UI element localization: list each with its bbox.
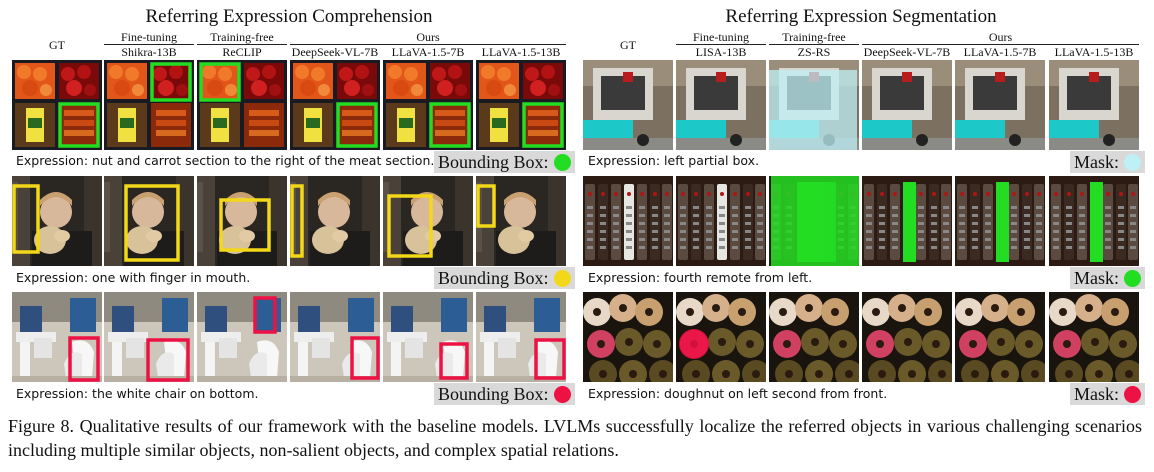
color-dot-icon [553,385,571,403]
rec-group-line [197,44,287,45]
res-r2-badge: Mask: [1070,267,1145,289]
rec-method-shikra: Shikra-13B [121,45,177,59]
color-dot-icon [553,269,571,287]
rec-r3-shikra-image [104,292,194,382]
res-r1-gt-image [583,60,673,150]
res-r2-gt-image [583,176,673,266]
rec-r1-gt-image [12,60,102,150]
badge-label: Mask: [1074,152,1119,172]
res-group-line [769,44,859,45]
rec-r1-expression: Expression: nut and carrot section to th… [16,153,435,168]
res-r3-llava7b-image [955,292,1045,382]
res-r3-llava13b-image [1049,292,1139,382]
rec-r2-llava13b-image [476,176,566,266]
res-group-training-free: Training-free [782,30,846,44]
color-dot-icon [1124,269,1141,287]
rec-r1-llava7b-image [383,60,473,150]
badge-label: Bounding Box: [438,268,549,288]
rec-gt-label: GT [49,38,65,52]
rec-r2-deepseek-image [290,176,380,266]
color-dot-icon [1124,385,1141,403]
badge-label: Bounding Box: [438,384,549,404]
res-group-line [676,44,766,45]
rec-r3-gt-image [12,292,102,382]
res-gt-label: GT [620,38,636,52]
res-r1-badge: Mask: [1070,151,1145,173]
res-r1-llava13b-image [1049,60,1139,150]
res-method-llava13b: LLaVA-1.5-13B [1054,45,1134,59]
rec-method-deepseek: DeepSeek-VL-7B [291,45,379,59]
res-r2-llava13b-image [1049,176,1139,266]
res-group-ours: Ours [988,30,1013,44]
rec-r2-reclip-image [197,176,287,266]
rec-r3-expression: Expression: the white chair on bottom. [16,386,259,401]
rec-r3-deepseek-image [290,292,380,382]
res-r3-lisa-image [676,292,766,382]
res-method-deepseek: DeepSeek-VL-7B [863,45,951,59]
rec-r1-shikra-image [104,60,194,150]
rec-group-line [104,44,194,45]
res-r3-expression: Expression: doughnut on left second from… [588,386,888,401]
rec-r3-llava13b-image [476,292,566,382]
rec-group-line [290,44,566,45]
rec-title: Referring Expression Comprehension [145,6,433,27]
badge-label: Mask: [1074,384,1119,404]
rec-method-llava7b: LLaVA-1.5-7B [391,45,465,59]
res-method-llava7b: LLaVA-1.5-7B [963,45,1037,59]
res-method-lisa: LISA-13B [695,45,747,59]
res-r2-llava7b-image [955,176,1045,266]
res-method-zsrs: ZS-RS [797,45,831,59]
rec-group-training-free: Training-free [210,30,274,44]
rec-group-ours: Ours [416,30,440,44]
res-r3-badge: Mask: [1070,383,1145,405]
rec-r2-gt-image [12,176,102,266]
rec-r2-badge: Bounding Box: [434,267,575,289]
rec-r1-deepseek-image [290,60,380,150]
rec-r2-shikra-image [104,176,194,266]
res-r1-zsrs-image [769,60,859,150]
badge-label: Bounding Box: [438,152,549,172]
res-title: Referring Expression Segmentation [725,6,997,27]
res-r2-zsrs-image [769,176,859,266]
res-r1-deepseek-image [862,60,952,150]
res-r2-deepseek-image [862,176,952,266]
res-r3-zsrs-image [769,292,859,382]
rec-r1-badge: Bounding Box: [434,151,575,173]
rec-r3-llava7b-image [383,292,473,382]
res-r2-lisa-image [676,176,766,266]
rec-method-llava13b: LLaVA-1.5-13B [481,45,561,59]
res-r1-expression: Expression: left partial box. [588,153,760,168]
figure-caption: Figure 8. Qualitative results of our fra… [8,416,1142,460]
rec-method-reclip: ReCLIP [222,45,262,59]
res-r3-deepseek-image [862,292,952,382]
rec-r2-llava7b-image [383,176,473,266]
res-group-line [862,44,1139,45]
res-r1-lisa-image [676,60,766,150]
rec-r3-badge: Bounding Box: [434,383,575,405]
res-r3-gt-image [583,292,673,382]
rec-r1-llava13b-image [476,60,566,150]
res-r1-llava7b-image [955,60,1045,150]
rec-r1-reclip-image [197,60,287,150]
rec-r2-expression: Expression: one with finger in mouth. [16,270,251,285]
res-r2-expression: Expression: fourth remote from left. [588,270,813,285]
rec-r3-reclip-image [197,292,287,382]
badge-label: Mask: [1074,268,1119,288]
color-dot-icon [1124,153,1141,171]
rec-group-fine-tuning: Fine-tuning [121,30,177,44]
color-dot-icon [553,153,571,171]
res-group-fine-tuning: Fine-tuning [693,30,749,44]
